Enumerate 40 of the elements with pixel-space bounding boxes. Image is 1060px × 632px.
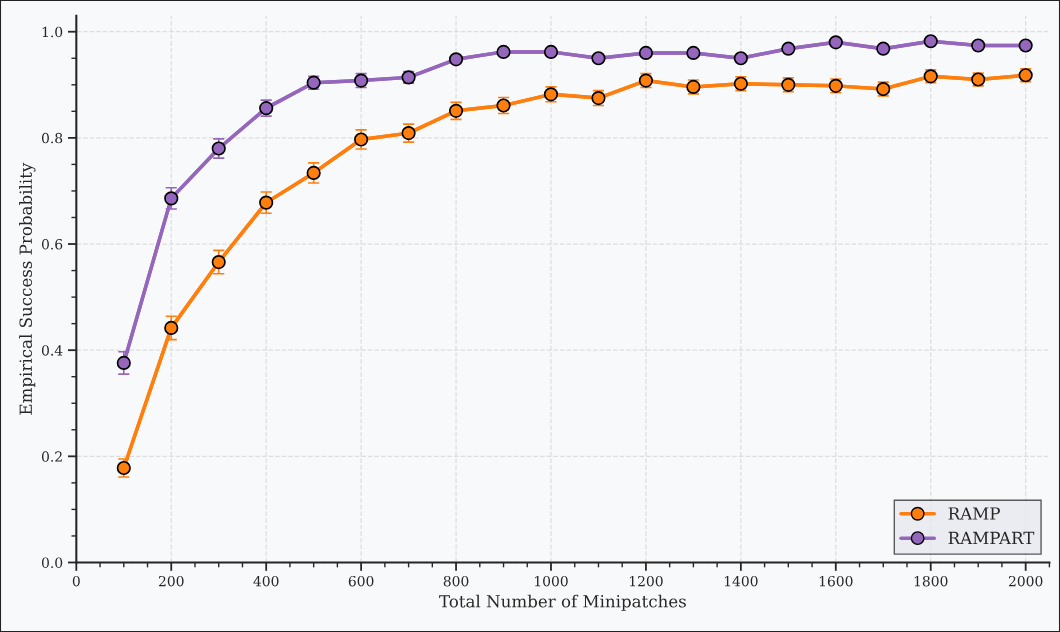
y-tick-label: 0.2 bbox=[41, 451, 62, 462]
point bbox=[1018, 38, 1033, 53]
point bbox=[259, 195, 274, 210]
x-tick-label: 800 bbox=[443, 575, 469, 587]
x-tick-label: 1200 bbox=[629, 575, 663, 587]
legend-label: RAMP bbox=[948, 507, 1000, 520]
point bbox=[971, 38, 986, 53]
y-axis-title: Empirical Success Probability bbox=[19, 162, 36, 415]
x-tick-label: 0 bbox=[72, 575, 80, 587]
y-tick-label: 0.0 bbox=[41, 557, 63, 568]
point bbox=[211, 254, 226, 270]
point bbox=[923, 34, 938, 49]
point bbox=[733, 51, 748, 66]
x-tick-label: 600 bbox=[348, 575, 374, 587]
x-tick-label: 1000 bbox=[535, 575, 568, 587]
y-tick-label: 1.0 bbox=[42, 26, 63, 38]
point bbox=[638, 45, 654, 61]
point bbox=[448, 52, 464, 67]
point bbox=[591, 51, 606, 66]
legend-label: RAMPART bbox=[948, 531, 1035, 545]
point bbox=[686, 45, 701, 61]
y-tick-label: 0.8 bbox=[41, 132, 63, 144]
x-tick-label: 1600 bbox=[819, 575, 853, 587]
x-tick-label: 2000 bbox=[1008, 575, 1043, 587]
y-tick-label: 0.4 bbox=[41, 345, 63, 356]
x-tick-label: 1400 bbox=[724, 575, 758, 587]
point bbox=[496, 44, 511, 59]
x-axis-title: Total Number of Minipatches bbox=[439, 594, 686, 611]
point bbox=[164, 320, 179, 335]
point bbox=[116, 355, 131, 371]
point bbox=[781, 41, 796, 56]
point bbox=[306, 165, 321, 180]
x-tick-label: 200 bbox=[158, 575, 184, 587]
point bbox=[828, 35, 843, 50]
y-tick-label: 0.6 bbox=[41, 238, 63, 250]
point bbox=[876, 41, 891, 56]
point bbox=[164, 191, 179, 206]
x-tick-label: 400 bbox=[253, 575, 279, 587]
point bbox=[543, 44, 559, 59]
x-tick-label: 1800 bbox=[914, 575, 948, 587]
